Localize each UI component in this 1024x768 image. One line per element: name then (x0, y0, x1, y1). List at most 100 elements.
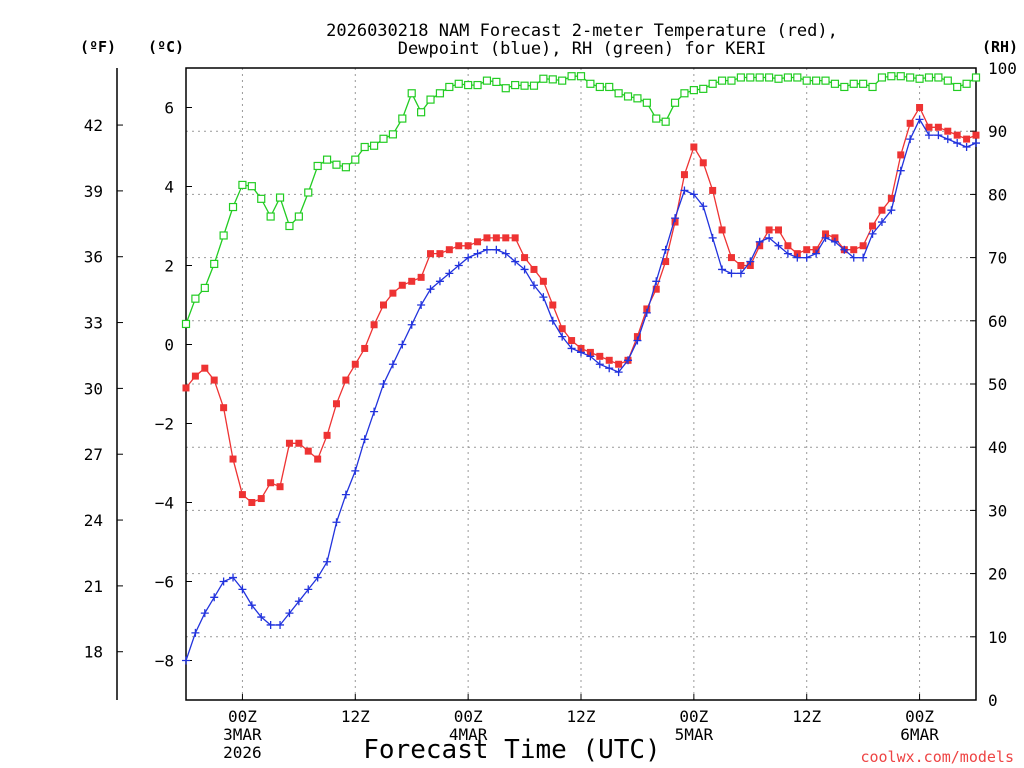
dewpoint-point (915, 115, 924, 124)
temperature-point (934, 123, 942, 131)
dewpoint-point (341, 490, 350, 499)
celsius-tick-label: −4 (155, 494, 174, 513)
temperature-point (210, 376, 218, 384)
rh-point (595, 82, 604, 92)
rh-point (473, 80, 482, 90)
temperature-point (220, 404, 228, 412)
dewpoint-point (417, 301, 426, 309)
rh-point (539, 74, 548, 83)
rh-point (680, 89, 689, 98)
temperature-point (916, 104, 924, 111)
dewpoint-point (332, 518, 341, 527)
temperature-point (238, 491, 246, 499)
dewpoint-point (182, 656, 190, 665)
rh-point (727, 76, 736, 85)
rh-point (388, 130, 398, 139)
x-tick-label: 2026 (223, 743, 262, 762)
dewpoint-point (370, 407, 379, 416)
temperature-point (530, 265, 538, 273)
chart-title-line-1: 2026030218 NAM Forecast 2-meter Temperat… (326, 21, 838, 41)
rh-point (906, 73, 915, 82)
temperature-point (408, 277, 416, 285)
temperature-point (370, 321, 378, 329)
dewpoint-point (877, 218, 886, 227)
x-tick-label: 12Z (567, 707, 596, 726)
temperature-point (709, 186, 717, 194)
temperature-point (803, 246, 811, 254)
axes: −8−6−4−202461821242730333639420102030405… (84, 59, 1017, 762)
dewpoint-point (821, 233, 830, 242)
dewpoint-point (558, 332, 567, 341)
rh-point (285, 221, 294, 231)
rh-point (868, 82, 877, 92)
temperature-point (342, 376, 350, 384)
temperature-point (775, 226, 782, 234)
fahrenheit-unit-label: (ºF) (80, 38, 116, 56)
rh-point (717, 76, 727, 85)
temperature-point (652, 285, 660, 293)
temperature-point (737, 262, 745, 269)
rh-point (859, 79, 868, 88)
dewpoint-point (868, 229, 877, 238)
rh-point (191, 294, 200, 303)
x-tick-label: 00Z (679, 707, 708, 726)
temperature-point (276, 483, 284, 491)
dewpoint-point (529, 281, 538, 290)
rh-point (369, 141, 379, 150)
temperature-point (869, 222, 877, 230)
rh-point (971, 73, 981, 82)
fahrenheit-tick-label: 21 (84, 577, 103, 596)
temperature-point (398, 281, 406, 289)
temperature-point (295, 439, 303, 447)
rh-point (689, 86, 698, 95)
dewpoint-point (708, 233, 717, 242)
temperature-point (963, 135, 971, 143)
dewpoint-point (614, 368, 623, 377)
rh-tick-label: 20 (988, 565, 1007, 584)
temperature-point (182, 384, 190, 392)
rh-tick-label: 70 (988, 249, 1007, 268)
rh-point (793, 73, 802, 82)
rh-point (332, 160, 341, 169)
celsius-tick-label: −6 (155, 573, 174, 592)
dewpoint-point (492, 245, 501, 254)
dewpoint-point (276, 620, 285, 629)
rh-unit-label: (RH) (982, 38, 1018, 56)
x-tick-label: 12Z (792, 707, 821, 726)
rh-point (294, 212, 303, 221)
temperature-point (558, 325, 566, 333)
temperature-point (427, 250, 435, 258)
dewpoint-point (445, 269, 454, 278)
fahrenheit-tick-label: 18 (84, 643, 103, 662)
data-series (181, 72, 981, 665)
dewpoint-point (755, 237, 764, 246)
dewpoint-point (736, 269, 745, 278)
temperature-point (511, 234, 519, 242)
rh-point (633, 94, 642, 103)
rh-point (774, 74, 783, 83)
x-tick-label: 6MAR (900, 725, 939, 744)
dewpoint-point (793, 253, 802, 262)
temperature-point (464, 242, 472, 250)
dewpoint-point (624, 356, 633, 365)
x-tick-label: 00Z (905, 707, 934, 726)
rh-point (257, 194, 266, 203)
temperature-point (474, 238, 482, 246)
rh-point (802, 76, 811, 85)
rh-point (322, 155, 332, 164)
temperature-point (680, 171, 688, 179)
dewpoint-point (464, 253, 473, 262)
temperature-point (953, 131, 961, 139)
rh-point (445, 82, 454, 92)
dewpoint-point (906, 135, 915, 144)
fahrenheit-tick-label: 30 (84, 379, 103, 398)
rh-point (313, 161, 322, 171)
dewpoint-point (633, 336, 642, 345)
rh-point (943, 76, 952, 85)
dewpoint-point (247, 601, 256, 610)
temperature-point (389, 289, 397, 297)
temperature-point (859, 242, 867, 250)
rh-point (266, 212, 275, 221)
fahrenheit-tick-label: 33 (84, 314, 103, 333)
temperature-point (248, 499, 256, 506)
